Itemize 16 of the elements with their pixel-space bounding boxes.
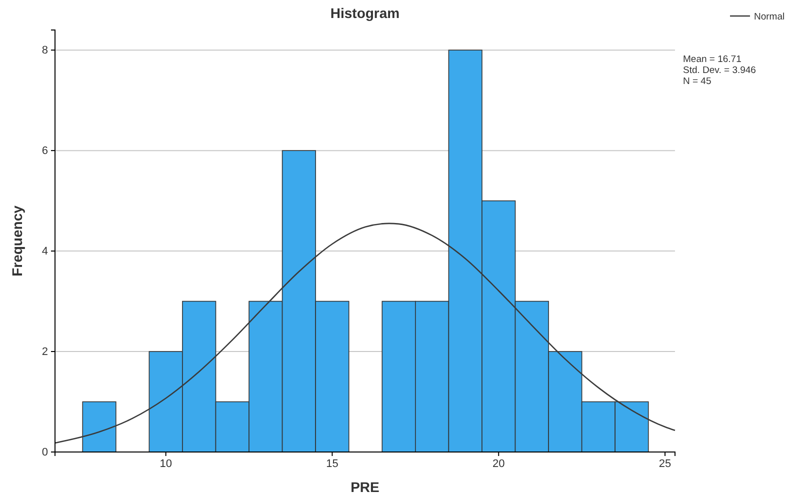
- x-tick-label: 25: [658, 458, 672, 470]
- text: Std. Dev. = 3.946: [683, 65, 756, 76]
- text: Mean = 16.71: [683, 54, 742, 65]
- y-tick-label: 6: [42, 145, 48, 158]
- y-tick-label: 8: [42, 44, 48, 57]
- x-tick-label: 20: [492, 458, 505, 470]
- legend-label: Normal: [754, 12, 785, 22]
- chart-title: Histogram: [330, 5, 400, 21]
- x-tick-label: 10: [160, 458, 172, 470]
- y-tick-label: 4: [42, 246, 48, 258]
- text: N = 45: [683, 76, 712, 87]
- y-tick-label: 0: [42, 446, 48, 459]
- y-axis-title: Frequency: [9, 205, 25, 276]
- y-tick-label: 2: [42, 346, 48, 358]
- x-tick-label: 15: [326, 458, 338, 470]
- x-axis-title: PRE: [350, 479, 380, 495]
